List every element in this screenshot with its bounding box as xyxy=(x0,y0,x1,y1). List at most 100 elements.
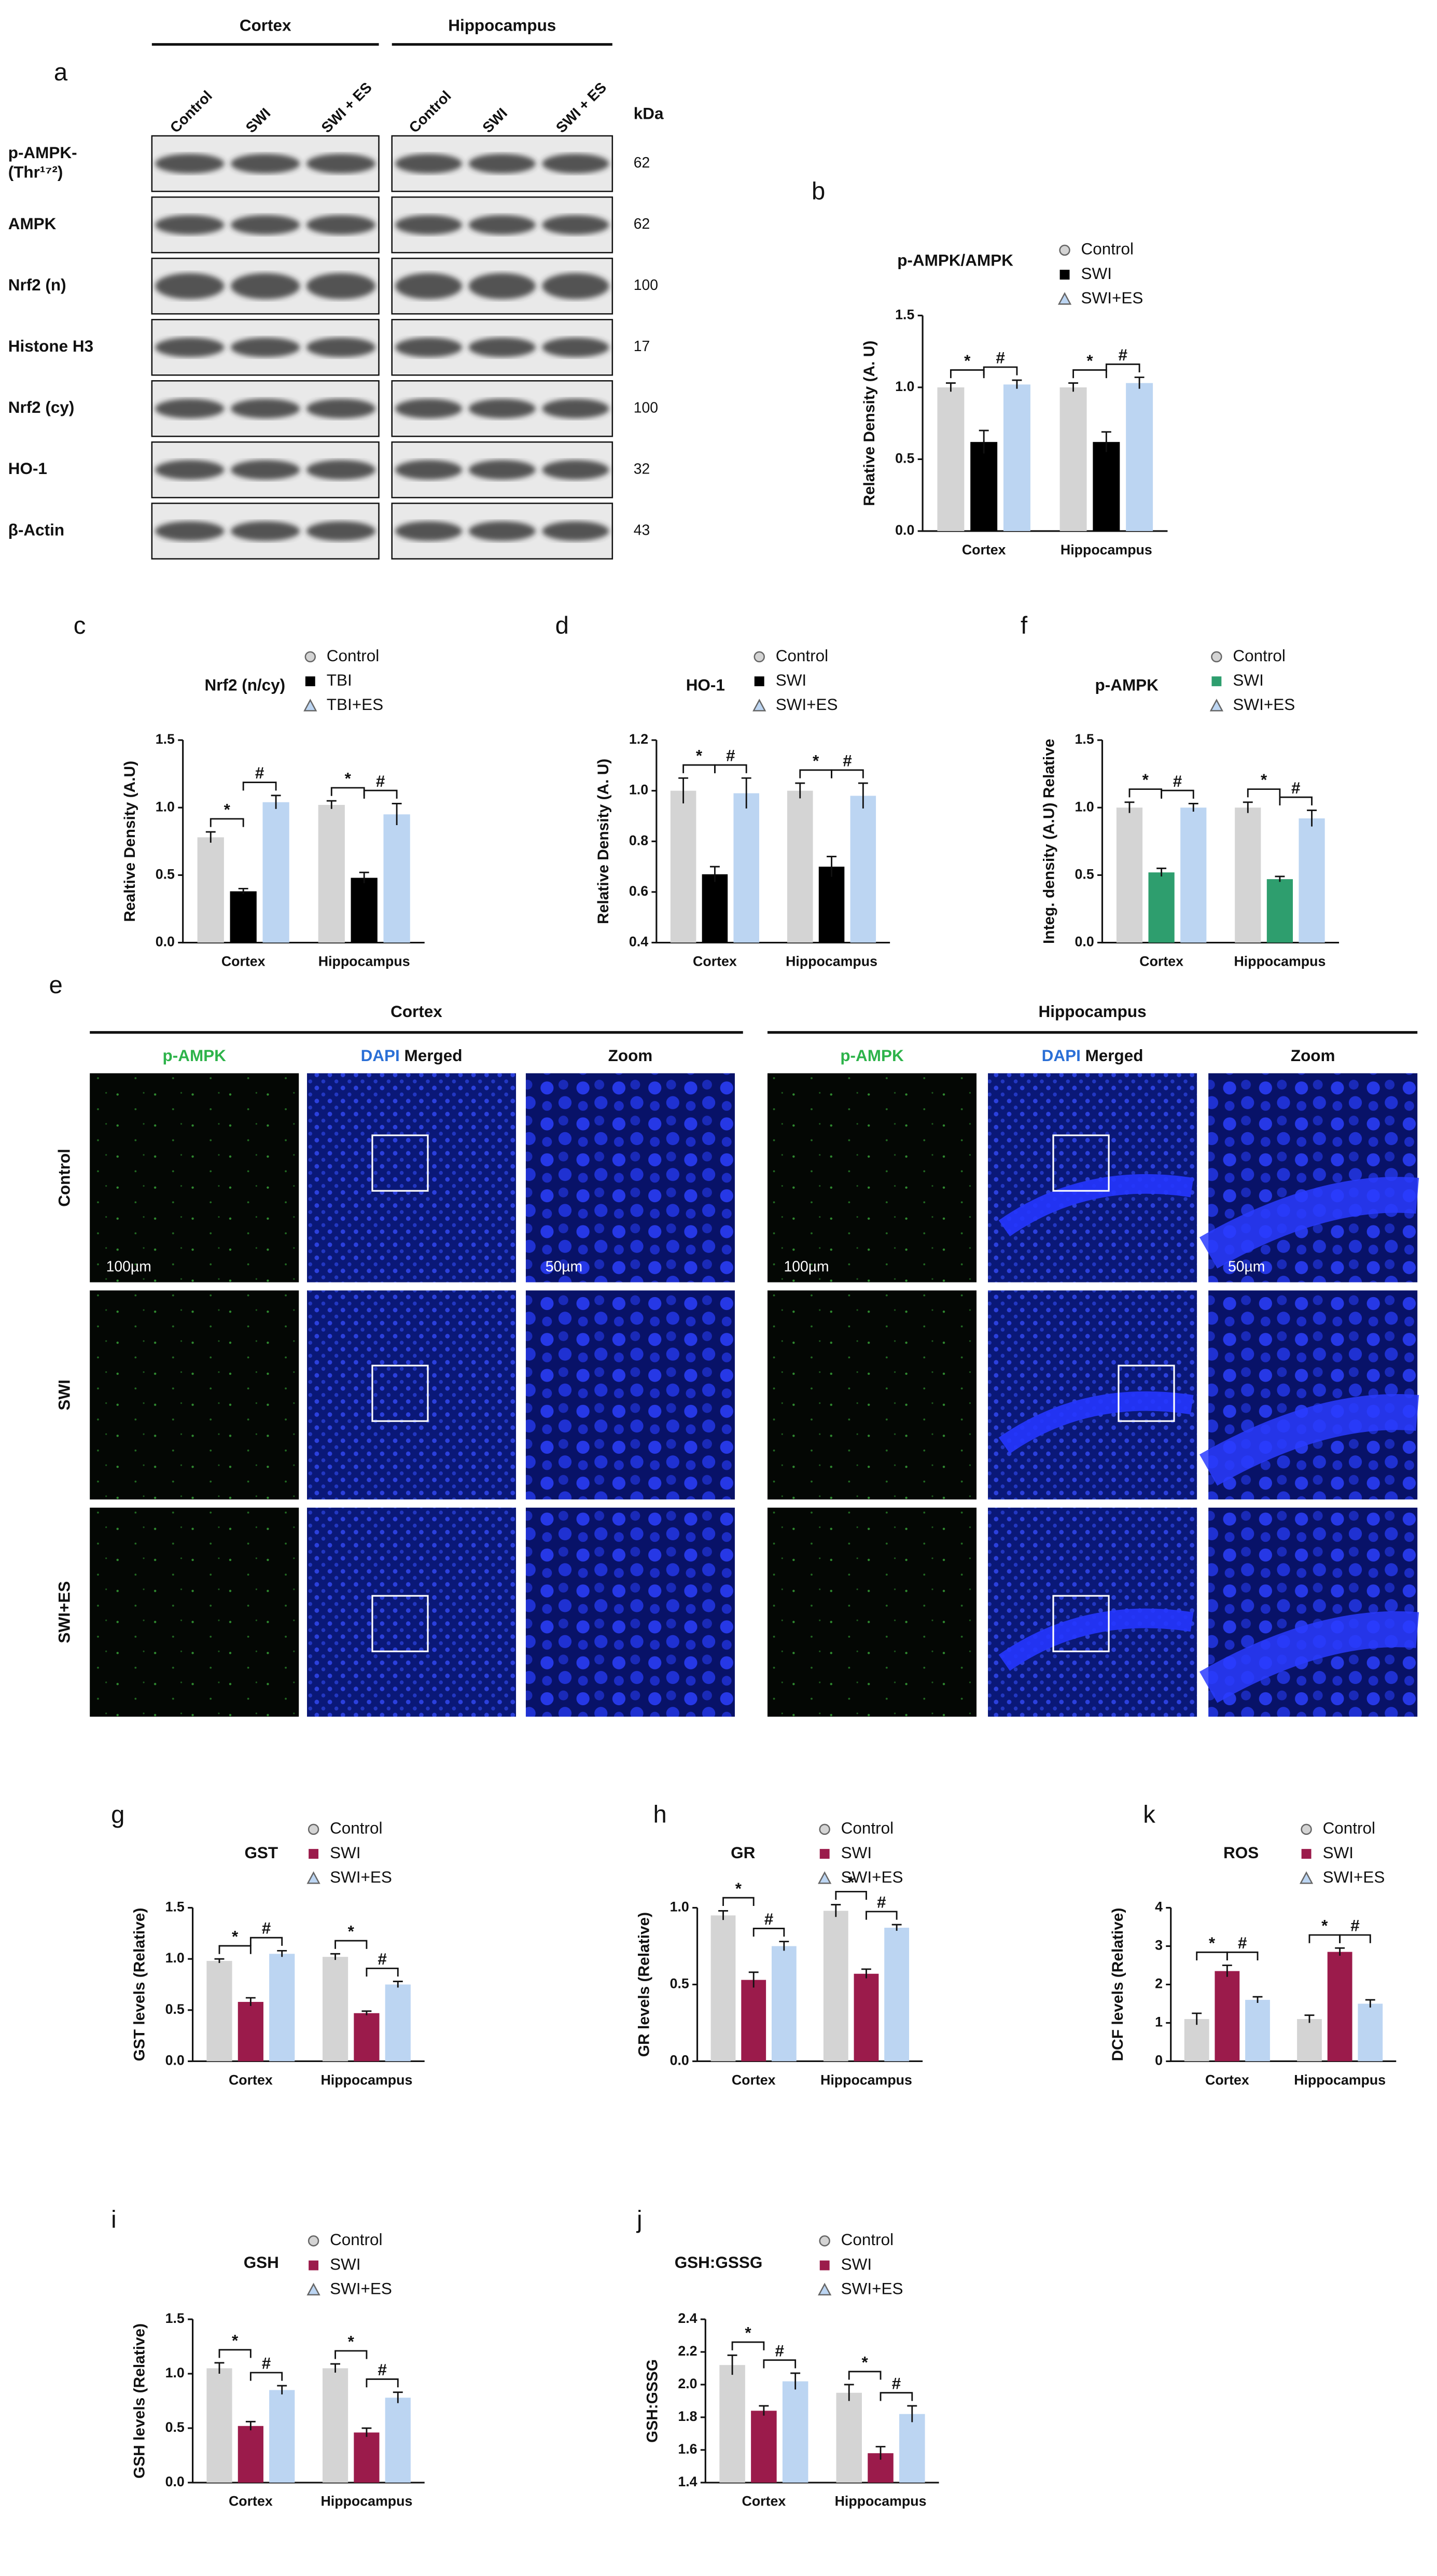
significance-bracket xyxy=(950,369,985,379)
blot-label: HO-1 xyxy=(8,459,47,478)
zoom-box xyxy=(371,1595,429,1652)
kda-label: 100 xyxy=(634,277,658,294)
bar xyxy=(1003,384,1030,532)
blot-band xyxy=(395,337,463,357)
significance-bracket xyxy=(366,1967,399,1977)
error-bar xyxy=(393,2391,403,2403)
bar xyxy=(1245,2000,1270,2062)
y-tick-label: 1.5 xyxy=(1075,731,1094,747)
kda-label: 32 xyxy=(634,461,650,477)
image-tile xyxy=(767,1508,977,1717)
lane-label: Control xyxy=(406,88,455,136)
error-bar xyxy=(1156,867,1167,876)
blot-band xyxy=(468,154,536,174)
significance-bracket xyxy=(752,1928,785,1937)
blot-band xyxy=(306,154,376,174)
panel-letter: j xyxy=(636,2206,643,2234)
y-tick-label: 2.2 xyxy=(678,2343,697,2359)
zoom-box xyxy=(371,1364,429,1422)
bar xyxy=(1184,2019,1209,2062)
error-bar xyxy=(759,2405,769,2416)
bar xyxy=(751,2411,777,2483)
error-bar xyxy=(326,800,337,809)
significance-bracket xyxy=(1196,1951,1228,1961)
bar xyxy=(385,2398,411,2483)
bar xyxy=(710,1915,736,2062)
y-axis-label: GSH:GSSG xyxy=(644,2359,661,2443)
error-bar xyxy=(238,887,248,894)
y-tick-label: 0.0 xyxy=(895,522,914,538)
y-tick-label: 1 xyxy=(1155,2014,1163,2030)
y-tick-label: 0.6 xyxy=(629,883,648,899)
legend-marker xyxy=(309,1849,319,1859)
significance-mark: * xyxy=(348,2332,355,2350)
y-axis-label: GR levels (Relative) xyxy=(636,1912,653,2057)
legend-marker xyxy=(305,676,315,687)
chart-title: HO-1 xyxy=(686,676,725,694)
panel-letter: g xyxy=(111,1801,124,1829)
y-tick-label: 1.0 xyxy=(1075,799,1094,814)
blot-band xyxy=(468,273,536,299)
significance-mark: * xyxy=(1321,1917,1328,1935)
chart-title: Nrf2 (n/cy) xyxy=(205,676,286,694)
x-tick-label: Hippocampus xyxy=(835,2494,927,2509)
error-bar xyxy=(214,1958,225,1964)
bar xyxy=(1180,807,1207,943)
column-header-gap xyxy=(400,1047,404,1065)
bar xyxy=(970,442,998,532)
error-bar xyxy=(1252,1996,1263,2003)
bar xyxy=(850,796,876,943)
bar xyxy=(1327,1952,1352,2062)
legend-marker xyxy=(1211,676,1222,687)
legend-marker xyxy=(304,651,316,663)
significance-mark: * xyxy=(348,1923,355,1941)
lane-label: SWI xyxy=(479,105,510,136)
chart-title: GR xyxy=(731,1844,755,1862)
y-tick-label: 1.4 xyxy=(678,2474,697,2489)
x-tick-label: Hippocampus xyxy=(320,2072,412,2087)
column-header-dapi: DAPI xyxy=(1042,1047,1081,1065)
legend-marker xyxy=(1211,651,1222,663)
legend-marker xyxy=(819,1849,830,1859)
significance-bracket xyxy=(1339,1934,1371,1943)
bar xyxy=(1059,387,1087,532)
legend-label: SWI xyxy=(1323,1844,1354,1862)
column-header-merged: Merged xyxy=(1085,1047,1143,1065)
blot-band xyxy=(395,398,463,419)
error-bar xyxy=(748,1971,759,1988)
image-tile xyxy=(767,1290,977,1500)
bar xyxy=(1215,1971,1240,2062)
y-tick-label: 1.5 xyxy=(156,731,175,747)
significance-bracket xyxy=(866,1911,898,1920)
error-bar xyxy=(891,1924,902,1931)
y-tick-label: 0 xyxy=(1155,2053,1163,2068)
bar xyxy=(354,2432,380,2483)
error-bar xyxy=(875,2446,886,2460)
x-tick-label: Cortex xyxy=(732,2072,776,2087)
panel-letter: e xyxy=(49,971,62,999)
significance-mark: * xyxy=(1086,352,1093,370)
legend-marker xyxy=(1301,1849,1312,1859)
significance-mark: # xyxy=(996,349,1005,367)
bar xyxy=(741,1980,766,2062)
bar xyxy=(197,837,224,943)
blot-label: (Thr¹⁷²) xyxy=(8,163,63,182)
bar xyxy=(937,387,965,532)
bar xyxy=(206,1961,232,2062)
y-tick-label: 0.5 xyxy=(165,2419,185,2435)
error-bar xyxy=(330,2363,341,2373)
error-bar xyxy=(271,795,281,809)
x-tick-label: Cortex xyxy=(693,953,737,969)
row-label: SWI xyxy=(55,1380,73,1410)
column-header: p-AMPK xyxy=(840,1047,904,1065)
y-tick-label: 4 xyxy=(1155,1899,1163,1915)
image-tile xyxy=(90,1073,299,1283)
bar xyxy=(1297,2019,1322,2062)
error-bar xyxy=(718,1910,728,1920)
y-tick-label: 0.5 xyxy=(1075,866,1094,882)
error-bar xyxy=(1275,875,1285,882)
blot-band xyxy=(231,215,300,235)
y-axis-label: Integ. density (A.U) Relative xyxy=(1041,739,1058,944)
error-bar xyxy=(393,1981,403,1988)
lane-label: SWI xyxy=(243,105,274,136)
